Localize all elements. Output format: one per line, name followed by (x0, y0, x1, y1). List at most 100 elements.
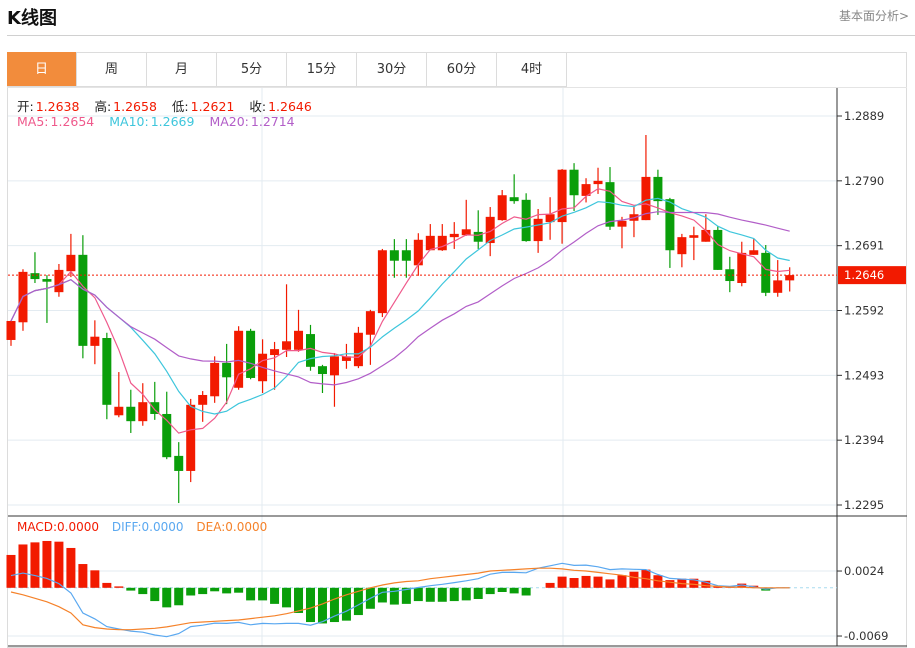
macd-bar (150, 587, 160, 602)
candle-body (138, 402, 148, 422)
candle-body (317, 366, 327, 375)
candle (222, 343, 232, 405)
candle-body (521, 199, 531, 242)
macd-bar (605, 579, 615, 588)
low-label: 低: (171, 99, 189, 114)
candle-body (401, 250, 411, 261)
candle (210, 356, 220, 403)
macd-bar (557, 576, 567, 588)
candle-body (377, 250, 387, 314)
candle-body (365, 311, 375, 335)
macd-bar (545, 582, 555, 588)
page-title: K线图 (7, 8, 57, 29)
ma10-value: 1.2669 (150, 114, 195, 129)
candle (353, 326, 363, 369)
tab-5min[interactable]: 5分 (217, 52, 287, 87)
candle-body (174, 455, 184, 471)
macd-bar (198, 587, 208, 595)
tab-month[interactable]: 月 (147, 52, 217, 87)
candle (234, 326, 244, 390)
macd-bar (30, 542, 40, 588)
fundamental-analysis-link[interactable]: 基本面分析> (838, 9, 909, 23)
candle (365, 309, 375, 365)
candle-body (246, 330, 256, 378)
macd-bar (18, 544, 28, 588)
candle (162, 391, 172, 460)
macd-bar (521, 587, 531, 596)
candle-body (162, 413, 172, 458)
candle-body (785, 275, 795, 281)
candle (713, 226, 723, 270)
macd-bar (389, 587, 399, 605)
macd-bar (186, 587, 196, 596)
candle-body (509, 197, 519, 202)
candle-body (425, 235, 435, 251)
candle-body (641, 176, 651, 221)
candle-body (653, 176, 663, 202)
candle-body (485, 216, 495, 244)
period-tabs: 日 周 月 5分 15分 30分 60分 4时 (7, 52, 567, 88)
macd-bar (329, 587, 339, 623)
candle-body (773, 280, 783, 293)
macd-bar (234, 587, 244, 593)
close-label: 收: (249, 99, 267, 114)
candle (401, 239, 411, 278)
candle (138, 383, 148, 426)
candle-body (449, 233, 459, 238)
tab-week[interactable]: 周 (77, 52, 147, 87)
candle-body (306, 334, 315, 367)
tab-day[interactable]: 日 (7, 52, 77, 87)
macd-bar (222, 587, 232, 594)
candle (749, 239, 759, 255)
candle-body (270, 349, 280, 356)
candle (42, 275, 52, 323)
candle-body (497, 195, 507, 221)
ma-readout: MA5: 1.2654 MA10: 1.2669 MA20: 1.2714 (17, 114, 297, 129)
macd-bar (701, 580, 711, 588)
macd-bar (737, 583, 747, 588)
candle (425, 224, 435, 251)
macd-bar (569, 578, 579, 588)
macd-bar (294, 587, 304, 613)
candle (66, 233, 76, 278)
macd-bar (306, 587, 315, 623)
candle (569, 163, 579, 211)
candle-body (413, 239, 423, 266)
macd-bar (162, 587, 172, 608)
candle-body (78, 254, 88, 346)
candle-body (473, 231, 483, 242)
ma20-value: 1.2714 (250, 114, 295, 129)
candle-body (761, 252, 771, 293)
macd-bar (509, 587, 519, 594)
candle (785, 267, 795, 292)
candle-body (581, 184, 591, 196)
candle-body (737, 252, 747, 283)
candle (533, 208, 543, 253)
dea-line (10, 567, 790, 631)
macd-bar (114, 586, 124, 588)
candle-body (533, 218, 543, 242)
candle-body (557, 169, 567, 223)
candle-body (689, 235, 699, 238)
candle (737, 241, 747, 287)
tab-60min[interactable]: 60分 (427, 52, 497, 87)
tab-15min[interactable]: 15分 (287, 52, 357, 87)
candle-body (713, 229, 723, 270)
tab-30min[interactable]: 30分 (357, 52, 427, 87)
candle (150, 381, 160, 420)
candle-body (545, 214, 555, 223)
candle-body (677, 237, 687, 255)
macd-bar (174, 587, 184, 606)
macd-bar (473, 587, 483, 599)
open-value: 1.2638 (35, 99, 80, 114)
macd-bar (258, 587, 268, 601)
candle-body (282, 341, 292, 350)
candle (377, 248, 387, 318)
candle-body (54, 269, 64, 293)
candle (701, 214, 711, 242)
macd-bar (425, 587, 435, 602)
macd-readout: MACD:0.0000 DIFF:0.0000 DEA:0.0000 (17, 520, 267, 534)
tab-4hour[interactable]: 4时 (497, 52, 567, 87)
macd-bar (54, 541, 64, 588)
